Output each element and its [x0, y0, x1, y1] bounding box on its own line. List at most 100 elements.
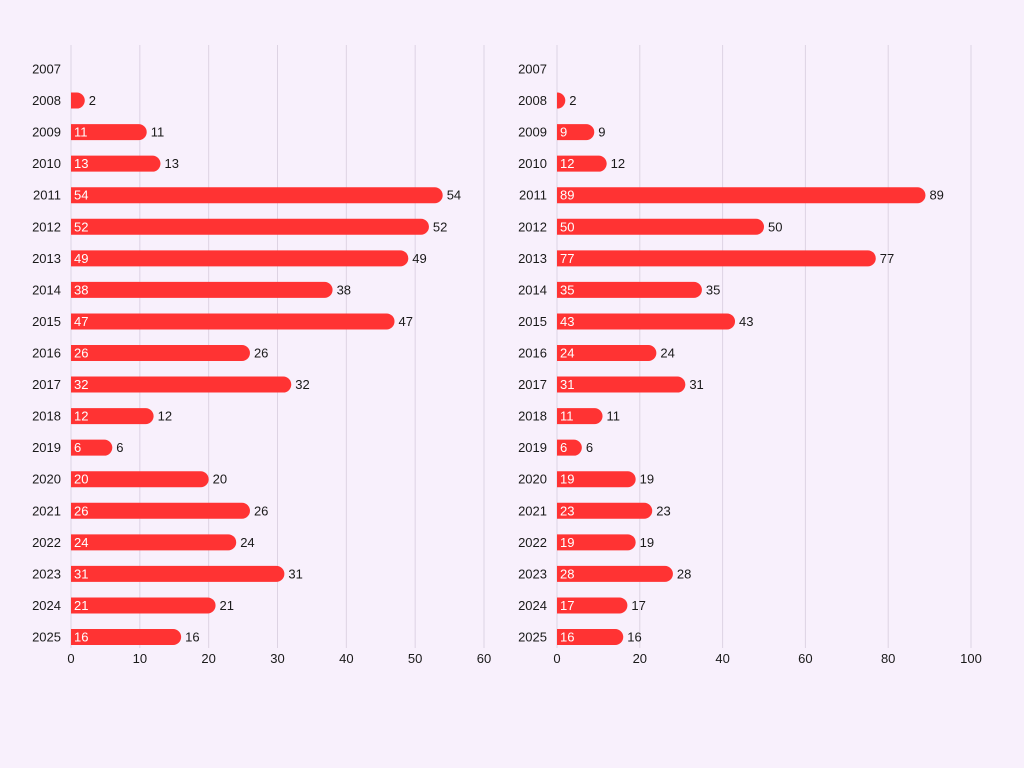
bar-inner-label: 32: [74, 377, 88, 392]
x-tick-label: 80: [881, 651, 895, 666]
y-tick-label: 2013: [32, 251, 61, 266]
y-tick-label: 2017: [32, 377, 61, 392]
bar-2017: [71, 376, 292, 393]
y-tick-label: 2022: [32, 535, 61, 550]
bar-inner-label: 49: [74, 251, 88, 266]
data-label: 31: [288, 566, 302, 581]
bar-inner-label: 20: [74, 472, 88, 487]
bar-inner-label: 43: [560, 314, 574, 329]
x-tick-label: 100: [960, 651, 982, 666]
bar-2008: [557, 92, 566, 109]
y-tick-label: 2017: [518, 377, 547, 392]
bar-2020: [71, 471, 209, 488]
bar-inner-label: 77: [560, 251, 574, 266]
y-tick-label: 2007: [32, 62, 61, 77]
y-tick-label: 2024: [32, 598, 61, 613]
y-tick-label: 2007: [518, 62, 547, 77]
bar-2019: [71, 439, 113, 456]
bar-inner-label: 50: [560, 219, 574, 234]
data-label: 32: [295, 377, 309, 392]
bar-inner-label: 9: [560, 125, 567, 140]
bar-2012: [557, 218, 764, 235]
data-label: 16: [185, 630, 199, 645]
bar-inner-label: 19: [560, 472, 574, 487]
y-tick-label: 2014: [32, 282, 61, 297]
data-label: 19: [640, 472, 654, 487]
bar-2012: [71, 218, 429, 235]
x-tick-label: 40: [715, 651, 729, 666]
bar-2016: [557, 345, 657, 361]
y-tick-label: 2010: [32, 156, 61, 171]
chart-panel-2: 0 20 40 60 80 100 2007 2008 2 2009 9 9 2010 12 12 2011 8…: [518, 45, 982, 666]
y-tick-label: 2016: [518, 346, 547, 361]
bar-inner-label: 12: [560, 156, 574, 171]
data-label: 6: [116, 440, 123, 455]
bar-inner-label: 23: [560, 503, 574, 518]
bar-2018: [71, 408, 154, 425]
data-label: 50: [768, 219, 782, 234]
data-label: 24: [660, 346, 674, 361]
bar-2010: [71, 155, 161, 172]
data-label: 9: [598, 125, 605, 140]
bar-inner-label: 28: [560, 566, 574, 581]
bar-2015: [71, 313, 395, 330]
data-label: 12: [158, 409, 172, 424]
y-tick-label: 2013: [518, 251, 547, 266]
y-tick-label: 2021: [32, 503, 61, 518]
x-tick-label: 20: [633, 651, 647, 666]
y-tick-label: 2022: [518, 535, 547, 550]
x-tick-label: 60: [798, 651, 812, 666]
x-tick-label: 60: [477, 651, 491, 666]
x-tick-label: 0: [553, 651, 560, 666]
bar-2008: [71, 92, 85, 109]
bar-2017: [557, 376, 686, 393]
bar-2011: [557, 187, 926, 204]
bar-2015: [557, 313, 736, 330]
data-label: 24: [240, 535, 254, 550]
data-label: 26: [254, 503, 268, 518]
bar-inner-label: 13: [74, 156, 88, 171]
bar-2011: [71, 187, 443, 204]
bar-inner-label: 47: [74, 314, 88, 329]
y-tick-label: 2025: [518, 630, 547, 645]
bar-inner-label: 26: [74, 503, 88, 518]
bar-inner-label: 6: [74, 440, 81, 455]
y-tick-label: 2011: [33, 188, 61, 203]
bar-inner-label: 11: [560, 409, 574, 424]
bar-2018: [557, 408, 603, 425]
data-label: 38: [337, 282, 351, 297]
y-tick-label: 2012: [518, 219, 547, 234]
data-label: 6: [586, 440, 593, 455]
y-tick-label: 2019: [32, 440, 61, 455]
data-label: 47: [399, 314, 413, 329]
bar-inner-label: 17: [560, 598, 574, 613]
bar-2024: [557, 597, 628, 614]
bar-inner-label: 89: [560, 188, 574, 203]
bar-2025: [71, 629, 182, 645]
bar-2024: [71, 597, 216, 614]
y-tick-label: 2021: [518, 503, 547, 518]
bar-2023: [557, 565, 673, 582]
data-label: 43: [739, 314, 753, 329]
bar-inner-label: 19: [560, 535, 574, 550]
data-label: 11: [607, 409, 621, 424]
bar-2021: [71, 502, 250, 519]
bar-2019: [557, 439, 582, 456]
y-tick-label: 2020: [32, 472, 61, 487]
y-tick-label: 2018: [32, 409, 61, 424]
x-tick-label: 30: [270, 651, 284, 666]
y-tick-label: 2015: [32, 314, 61, 329]
y-tick-label: 2015: [518, 314, 547, 329]
bar-2009: [557, 124, 595, 141]
y-tick-label: 2009: [518, 125, 547, 140]
x-tick-label: 0: [67, 651, 74, 666]
y-tick-label: 2024: [518, 598, 547, 613]
y-tick-label: 2009: [32, 125, 61, 140]
data-label: 49: [412, 251, 426, 266]
data-label: 12: [611, 156, 625, 171]
data-label: 31: [689, 377, 703, 392]
bar-2014: [71, 281, 333, 298]
data-label: 89: [929, 188, 943, 203]
bar-inner-label: 31: [560, 377, 574, 392]
data-label: 20: [213, 472, 227, 487]
